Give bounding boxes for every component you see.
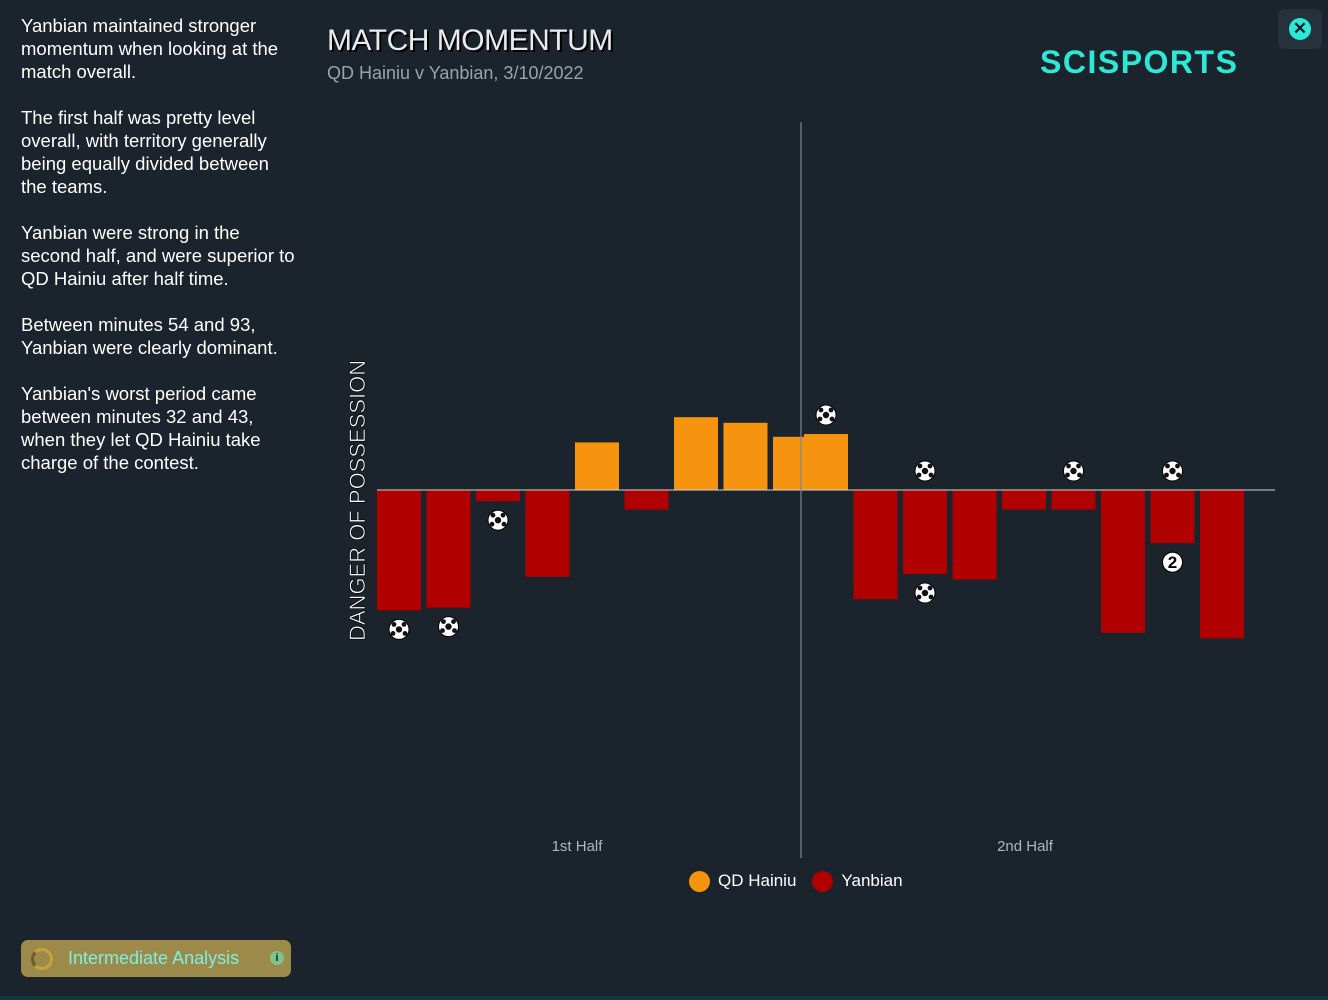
momentum-bar [1002,490,1046,510]
momentum-bar [525,490,570,577]
scisports-logo: SCISPORTS [1040,44,1239,80]
legend-swatch [689,870,710,892]
info-icon: i [270,951,284,965]
legend-item-yanbian[interactable]: Yanbian [812,870,903,892]
match-summary: Yanbian maintained stronger momentum whe… [21,14,296,497]
chart-legend: QD Hainiu Yanbian [689,869,919,893]
goal-ball-icon [1063,460,1084,482]
momentum-bar [624,490,669,510]
legend-label: QD Hainiu [718,871,797,890]
momentum-bar [575,442,619,490]
momentum-bar [723,422,768,490]
analysis-label: Intermediate Analysis [68,948,240,968]
half-label-first: 1st Half [552,838,604,855]
goal-ball-icon [1162,460,1183,482]
goal-ball-icon [914,460,936,482]
close-icon: ✕ [1289,18,1311,40]
summary-paragraph: Yanbian were strong in the second half, … [21,222,295,289]
page-title: MATCH MOMENTUM [327,24,613,57]
momentum-bar [476,490,520,502]
svg-text:2: 2 [1168,553,1177,572]
bars-layer [377,417,1244,639]
legend-swatch [812,870,834,892]
momentum-bar [1101,490,1145,633]
bottom-edge [0,996,1328,1000]
half-label-second: 2nd Half [997,838,1054,855]
match-subtitle: QD Hainiu v Yanbian, 3/10/2022 [327,63,584,83]
momentum-bar [426,490,471,608]
y-axis-label: DANGER OF POSSESSION [345,360,370,641]
momentum-bar [1150,490,1195,544]
goals-layer: 2 [388,404,1183,640]
momentum-bar [674,417,718,490]
close-button[interactable]: ✕ [1278,9,1322,49]
summary-paragraph: Between minutes 54 and 93, Yanbian were … [21,314,278,358]
momentum-bar [1051,490,1096,510]
goal-ball-icon [487,509,509,531]
momentum-bar [377,490,421,611]
goal-ball-icon [438,616,459,638]
goal-ball-icon [388,618,410,640]
momentum-bar [804,434,848,490]
progress-ring-icon [31,948,53,970]
legend-label: Yanbian [841,871,903,890]
summary-paragraph: Yanbian maintained stronger momentum whe… [21,15,279,82]
goal-ball-icon: 2 [1162,551,1183,573]
momentum-bar [1200,490,1244,639]
momentum-bar [952,490,997,580]
momentum-bar [853,490,898,600]
summary-paragraph: Yanbian's worst period came between minu… [21,383,261,473]
summary-paragraph: The first half was pretty level overall,… [21,107,269,197]
momentum-bar [903,490,947,574]
legend-item-qd-hainiu[interactable]: QD Hainiu [689,870,797,892]
intermediate-analysis-button[interactable]: Intermediate Analysis i [21,940,291,977]
goal-ball-icon [815,404,837,426]
goal-ball-icon [914,582,936,604]
